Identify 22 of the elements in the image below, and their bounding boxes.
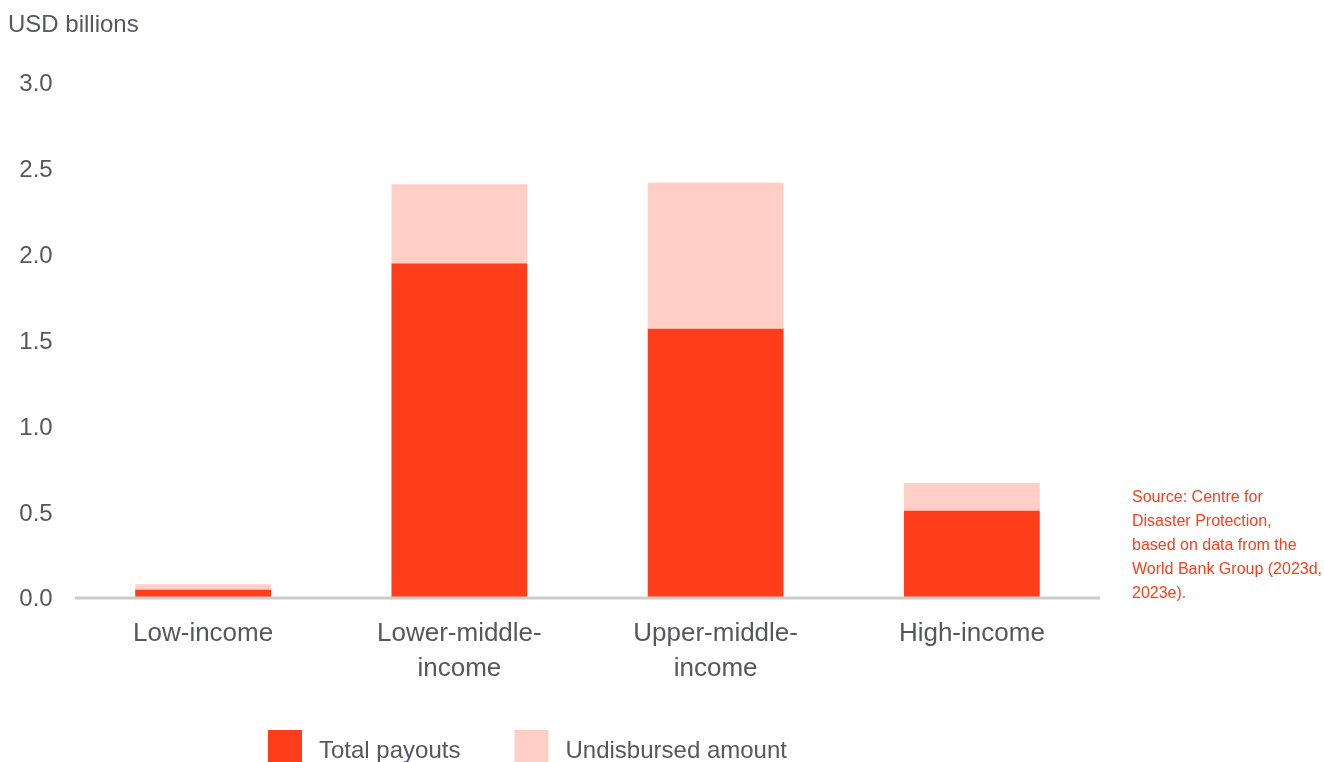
y-tick-label: 1.5 — [19, 326, 53, 354]
y-tick-label: 2.0 — [19, 241, 53, 269]
bar — [135, 584, 272, 590]
y-tick-label: 2.5 — [19, 155, 53, 183]
y-tick-label: 0.0 — [19, 584, 53, 612]
source-note: Source: Centre for Disaster Protection, based on data from the World Bank Group (2023d, 2023e). — [1132, 488, 1323, 601]
x-tick-label: High-income — [898, 617, 1045, 647]
bar — [647, 328, 784, 598]
x-tick-label: Lower-middle-income — [377, 617, 542, 682]
legend-label: Undisbursed amount — [565, 736, 788, 762]
bar — [135, 589, 272, 598]
x-tick-label: Low-income — [133, 617, 274, 647]
y-tick-label: 3.0 — [19, 69, 53, 97]
bar — [903, 482, 1040, 511]
y-tick-label: 0.5 — [19, 498, 53, 526]
bar — [647, 182, 784, 329]
x-tick-label: Upper-middle-income — [633, 617, 798, 682]
bar — [391, 184, 528, 264]
y-tick-label: 1.0 — [19, 412, 53, 440]
y-axis-title: USD billions — [8, 10, 139, 37]
bar — [391, 263, 528, 598]
bar — [903, 510, 1040, 598]
